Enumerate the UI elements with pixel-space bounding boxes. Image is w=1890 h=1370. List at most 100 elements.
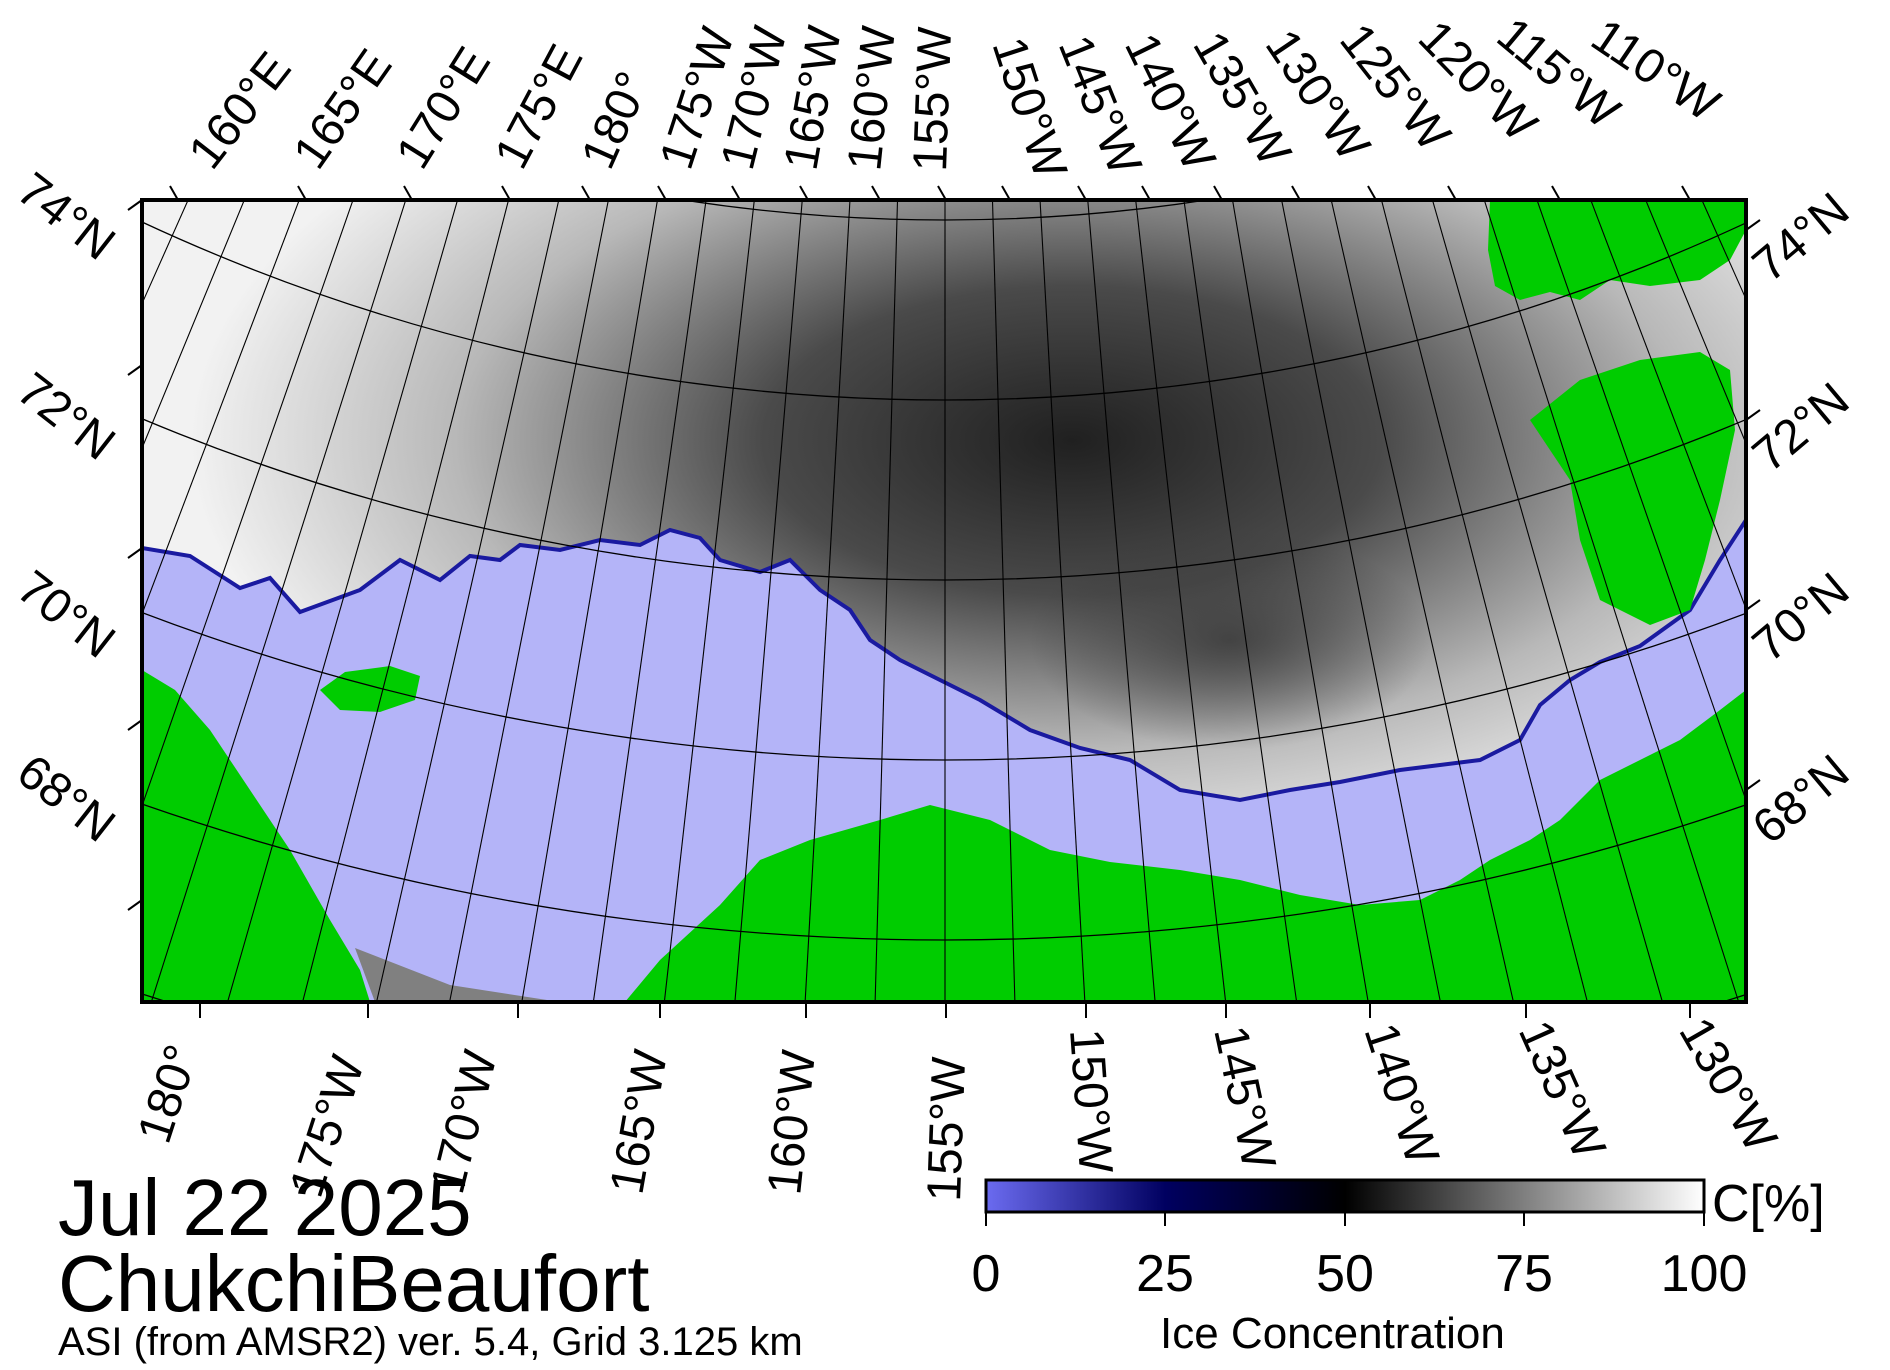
colorbar-tick-label: 75 [1495, 1245, 1553, 1303]
left-lat-label: 74°N [7, 163, 124, 271]
frame-tick [731, 185, 741, 201]
left-lat-label: 72°N [7, 363, 124, 471]
right-latitude-labels: 74°N 72°N 70°N 68°N [1743, 183, 1859, 855]
meridian-line [302, 200, 510, 1002]
frame-tick [297, 185, 307, 201]
frame-tick [1001, 185, 1011, 201]
frame-tick [1745, 599, 1761, 611]
top-longitude-labels: 160°E 165°E 170°E 175°E 180° 175°W 170°W… [179, 8, 1729, 186]
bottom-lon-label: 130°W [1668, 1009, 1787, 1161]
colorbar-tick-label: 50 [1316, 1245, 1374, 1303]
meridian-line [142, 200, 354, 808]
frame-tick [127, 364, 143, 376]
top-lon-label: 155°W [904, 25, 962, 172]
frame-tick [1077, 185, 1087, 201]
bottom-lon-label: 135°W [1508, 1013, 1616, 1167]
map-area [142, 0, 1890, 1002]
frame-tick [127, 199, 143, 211]
frame-tick [403, 185, 413, 201]
bottom-lon-label: 145°W [1203, 1021, 1285, 1174]
right-lat-label: 70°N [1743, 563, 1859, 673]
frame-tick [1447, 185, 1457, 201]
frame-tick [169, 185, 179, 201]
meridian-line [1231, 200, 1369, 1002]
meridian-line [226, 200, 459, 1002]
colorbar-ticks [985, 1212, 1705, 1226]
land-chukotka [142, 670, 370, 1002]
meridian-line [1330, 200, 1515, 1002]
tick-marks [127, 185, 1761, 1018]
bottom-lon-label: 165°W [601, 1046, 678, 1198]
meridian-line [142, 200, 300, 616]
frame-tick [1745, 779, 1761, 791]
map-region: ChukchiBeaufort [58, 1239, 650, 1328]
graticule [142, 0, 1890, 1002]
land-banks-island [1530, 352, 1735, 625]
top-lon-label: 165°E [284, 40, 403, 178]
right-lat-label: 74°N [1743, 183, 1859, 293]
meridian-line [592, 200, 707, 1002]
colorbar-unit: C[%] [1712, 1175, 1825, 1233]
left-lat-label: 68°N [7, 745, 124, 853]
open-water [142, 516, 1746, 1002]
frame-tick [1551, 185, 1561, 201]
meridian-line [1281, 200, 1441, 1002]
frame-tick [799, 185, 809, 201]
meridian-line [804, 200, 851, 1002]
map-date: Jul 22 2025 [58, 1163, 472, 1252]
meridian-line [874, 200, 899, 1002]
land-wrangel-island [320, 666, 420, 712]
right-lat-label: 68°N [1743, 745, 1859, 855]
meridian-line [1135, 200, 1227, 1002]
frame-tick [127, 719, 143, 731]
colorbar-title: Ice Concentration [1160, 1309, 1505, 1358]
top-lon-label: 170°E [386, 38, 501, 177]
sea-ice-dark-patch [1030, 530, 1430, 750]
no-data-region [355, 948, 560, 1002]
meridian-line [734, 200, 803, 1002]
meridian-line [1183, 200, 1298, 1002]
left-latitude-labels: 74°N 72°N 70°N 68°N [7, 163, 124, 853]
land-alaska [625, 690, 1746, 1002]
right-lat-label: 72°N [1743, 373, 1859, 483]
frame-tick [1745, 409, 1761, 421]
colorbar-tick-label: 100 [1660, 1245, 1748, 1303]
frame-tick [1213, 185, 1223, 201]
land-arctic-archipelago [1488, 200, 1746, 300]
meridian-line [521, 200, 659, 1002]
frame-tick [501, 185, 511, 201]
map-frame [140, 198, 1748, 1004]
frame-tick [657, 185, 667, 201]
meridian-line [1039, 200, 1086, 1002]
frame-tick [1681, 185, 1691, 201]
frame-tick [1141, 185, 1151, 201]
left-lat-label: 70°N [7, 561, 124, 669]
meridian-line [375, 200, 560, 1002]
meridian-line [1431, 200, 1664, 1002]
meridian-line [1590, 200, 1746, 611]
meridian-line [1867, 0, 1890, 788]
meridian-line [449, 200, 609, 1002]
meridian-line [150, 200, 407, 1002]
product-info: ASI (from AMSR2) ver. 5.4, Grid 3.125 km [58, 1320, 803, 1364]
top-lon-label: 180° [572, 64, 661, 176]
frame-tick [581, 185, 591, 201]
bottom-lon-label: 180° [128, 1039, 209, 1150]
bottom-lon-label: 140°W [1354, 1017, 1449, 1172]
frame-tick [1367, 185, 1377, 201]
colorbar-tick-label: 25 [1136, 1245, 1194, 1303]
colorbar-tick-label: 0 [971, 1245, 1001, 1303]
top-lon-label: 160°E [179, 43, 302, 179]
meridian-line [1483, 200, 1740, 1002]
meridian-line [663, 200, 755, 1002]
meridian-line [991, 200, 1016, 1002]
bottom-lon-label: 160°W [758, 1047, 826, 1197]
bottom-lon-label: 150°W [1059, 1027, 1122, 1176]
colorbar [984, 1178, 1706, 1214]
frame-tick [127, 899, 143, 911]
frame-tick [1291, 185, 1301, 201]
meridian-line [1380, 200, 1588, 1002]
meridian-line [1536, 200, 1746, 802]
meridian-line [1087, 200, 1156, 1002]
